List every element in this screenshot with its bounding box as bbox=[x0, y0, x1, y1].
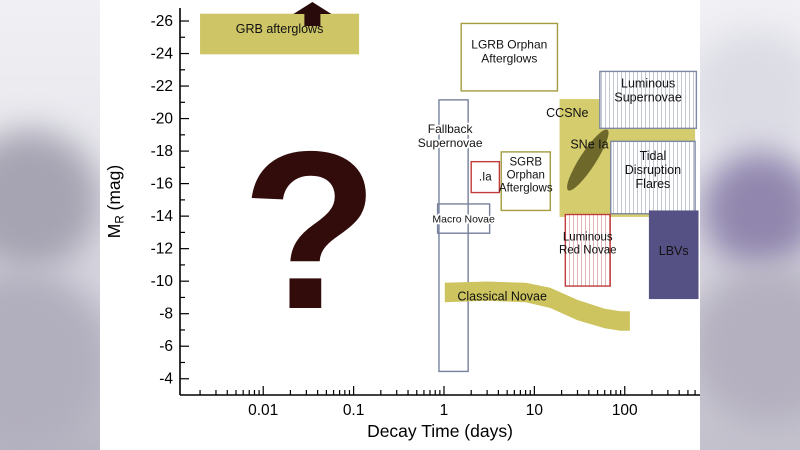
region-classical-novae-band bbox=[444, 281, 630, 331]
sne-ia-blob bbox=[567, 129, 609, 191]
region-lbvs: LBVs bbox=[648, 210, 699, 300]
region-macro-novae-box bbox=[436, 203, 491, 234]
y-tick-label: -12 bbox=[151, 241, 173, 258]
region-macro-novae: Macro Novae bbox=[431, 203, 497, 234]
region-sgrb-orphan-afterglows-box bbox=[500, 151, 551, 212]
region-luminous-red-novae-label: Red Novae bbox=[559, 245, 617, 257]
region-grb-afterglows-box bbox=[200, 13, 360, 55]
region-lgrb-orphan-afterglows-label: LGRB Orphan bbox=[471, 38, 547, 52]
region-sgrb-orphan-afterglows-label: SGRB bbox=[509, 157, 542, 169]
region-dot-ia-box bbox=[470, 160, 501, 194]
classical-novae-label: Classical Novae bbox=[457, 290, 547, 304]
x-tick-label: 10 bbox=[526, 402, 544, 419]
y-tick-label: -4 bbox=[159, 371, 173, 388]
y-tick-label: -6 bbox=[159, 338, 173, 355]
y-tick-label: -8 bbox=[159, 306, 173, 323]
region-grb-afterglows-label: GRB afterglows bbox=[236, 22, 324, 36]
region-fallback-supernovae-box bbox=[438, 99, 469, 373]
ccsne-label: CCSNe bbox=[546, 106, 588, 120]
question-mark: ? bbox=[241, 104, 378, 356]
region-luminous-red-novae-label: Luminous bbox=[563, 232, 613, 244]
background-blob bbox=[702, 152, 800, 268]
x-tick-label: 0.01 bbox=[248, 402, 278, 419]
region-macro-novae-label: Macro Novae bbox=[432, 214, 495, 226]
y-tick-label: -24 bbox=[151, 46, 174, 63]
region-sgrb-orphan-afterglows-label: Afterglows bbox=[499, 183, 553, 195]
background-right bbox=[700, 0, 800, 450]
x-tick-label: 0.1 bbox=[343, 402, 365, 419]
y-tick-label: -16 bbox=[151, 176, 173, 193]
y-tick-label: -20 bbox=[151, 111, 174, 128]
region-tidal-disruption-flares-box bbox=[610, 140, 696, 215]
region-luminous-supernovae-box bbox=[599, 70, 698, 130]
y-tick-label: -22 bbox=[151, 78, 173, 95]
fallback-supernovae-label-line2: Supernovae bbox=[418, 136, 483, 150]
region-lbvs-box bbox=[648, 210, 699, 300]
background-blob bbox=[0, 270, 100, 450]
y-axis-title: MR (mag) bbox=[104, 165, 127, 238]
region-lgrb-orphan-afterglows-label: Afterglows bbox=[481, 52, 537, 66]
y-tick-label: -14 bbox=[151, 208, 174, 225]
y-tick-label: -10 bbox=[151, 273, 174, 290]
region-luminous-supernovae-label: Supernovae bbox=[614, 91, 681, 105]
x-axis-title: Decay Time (days) bbox=[367, 421, 513, 441]
region-tidal-disruption-flares-label: Tidal bbox=[640, 149, 667, 163]
y-tick-label: -18 bbox=[151, 143, 173, 160]
region-tidal-disruption-flares-label: Disruption bbox=[625, 163, 681, 177]
y-tick-label: -26 bbox=[151, 13, 173, 30]
region-grb-afterglows: GRB afterglows bbox=[200, 13, 360, 55]
region-sgrb-orphan-afterglows-label: Orphan bbox=[507, 170, 545, 182]
background-left bbox=[0, 0, 100, 450]
region-dot-ia-label: .Ia bbox=[479, 171, 492, 183]
background-blob bbox=[700, 30, 800, 160]
region-lbvs-label: LBVs bbox=[659, 244, 689, 258]
fallback-supernovae-label-line1: Fallback bbox=[428, 122, 474, 136]
region-fallback-supernovae-box-box bbox=[438, 99, 469, 373]
region-luminous-supernovae-label: Luminous bbox=[621, 77, 675, 91]
x-tick-label: 1 bbox=[440, 402, 449, 419]
background-blob bbox=[700, 265, 800, 425]
region-dot-ia: .Ia bbox=[470, 160, 501, 194]
region-luminous-red-novae-box bbox=[564, 213, 611, 287]
region-tidal-disruption-flares-label: Flares bbox=[636, 177, 671, 191]
x-tick-label: 100 bbox=[612, 402, 638, 419]
region-lgrb-orphan-afterglows-box bbox=[460, 22, 559, 92]
sne-ia-label: SNe Ia bbox=[570, 138, 608, 152]
grb-afterglows-arrow-icon bbox=[293, 2, 332, 26]
